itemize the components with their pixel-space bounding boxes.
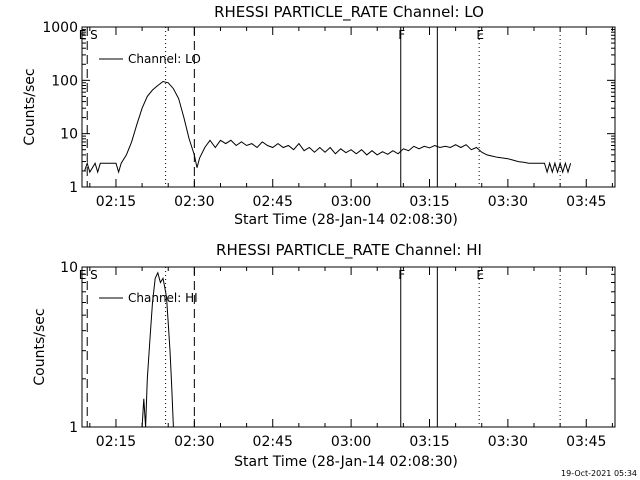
lo-x-axis: 02:15 02:30 02:45 03:00 03:15 03:30 03:45 <box>89 27 613 210</box>
event-marker-label: E <box>476 268 484 282</box>
y-tick-label: 1 <box>69 180 78 196</box>
x-tick-label: 03:00 <box>331 434 371 450</box>
x-tick-label: 03:15 <box>409 434 449 450</box>
y-tick-label: 1000 <box>42 20 78 36</box>
hi-legend: Channel: HI <box>99 291 198 305</box>
footer-timestamp: 19-Oct-2021 05:34 <box>561 469 637 478</box>
x-tick-label: 02:30 <box>174 194 214 210</box>
hi-chart-title: RHESSI PARTICLE_RATE Channel: HI <box>216 241 482 260</box>
lo-series-line <box>84 80 572 174</box>
event-marker-label: F <box>398 268 405 282</box>
lo-chart-title: RHESSI PARTICLE_RATE Channel: LO <box>214 3 484 22</box>
y-tick-label: 100 <box>51 73 78 89</box>
lo-y-axis-label: Counts/sec <box>22 68 38 145</box>
hi-channel-panel: RHESSI PARTICLE_RATE Channel: HI 1 10 02:… <box>32 241 616 470</box>
event-marker-label: F <box>398 28 405 42</box>
y-tick-label: 10 <box>60 260 78 276</box>
hi-series-line <box>141 271 174 428</box>
lo-channel-panel: RHESSI PARTICLE_RATE Channel: LO 1101001… <box>22 3 616 228</box>
hi-x-axis: 02:15 02:30 02:45 03:00 03:15 03:30 03:45 <box>89 267 613 450</box>
lo-plot-frame <box>81 26 616 188</box>
x-tick-label: 02:45 <box>253 194 293 210</box>
event-marker-label: E S <box>79 28 98 42</box>
x-tick-label: 03:00 <box>331 194 371 210</box>
hi-y-axis-label: Counts/sec <box>32 308 48 385</box>
hi-y-axis: 1 10 <box>60 260 615 436</box>
x-tick-label: 02:15 <box>96 434 136 450</box>
lo-x-axis-label: Start Time (28-Jan-14 02:08:30) <box>234 212 458 228</box>
x-tick-label: 03:15 <box>409 194 449 210</box>
x-tick-label: 03:45 <box>566 434 606 450</box>
x-tick-label: 03:45 <box>566 194 606 210</box>
lo-legend-label: Channel: LO <box>128 52 201 66</box>
y-tick-label: 1 <box>69 420 78 436</box>
x-tick-label: 03:30 <box>488 194 528 210</box>
lo-y-axis: 1 10 100 1000 <box>42 20 615 196</box>
hi-x-axis-label: Start Time (28-Jan-14 02:08:30) <box>234 454 458 470</box>
lo-legend: Channel: LO <box>99 52 201 66</box>
x-tick-label: 02:30 <box>174 434 214 450</box>
event-marker-label: E <box>476 28 484 42</box>
hi-legend-label: Channel: HI <box>128 291 198 305</box>
x-tick-label: 03:30 <box>488 434 528 450</box>
y-tick-label: 10 <box>60 127 78 143</box>
event-marker-label: E S <box>79 268 98 282</box>
x-tick-label: 02:45 <box>253 434 293 450</box>
x-tick-label: 02:15 <box>96 194 136 210</box>
hi-plot-frame <box>81 266 616 428</box>
